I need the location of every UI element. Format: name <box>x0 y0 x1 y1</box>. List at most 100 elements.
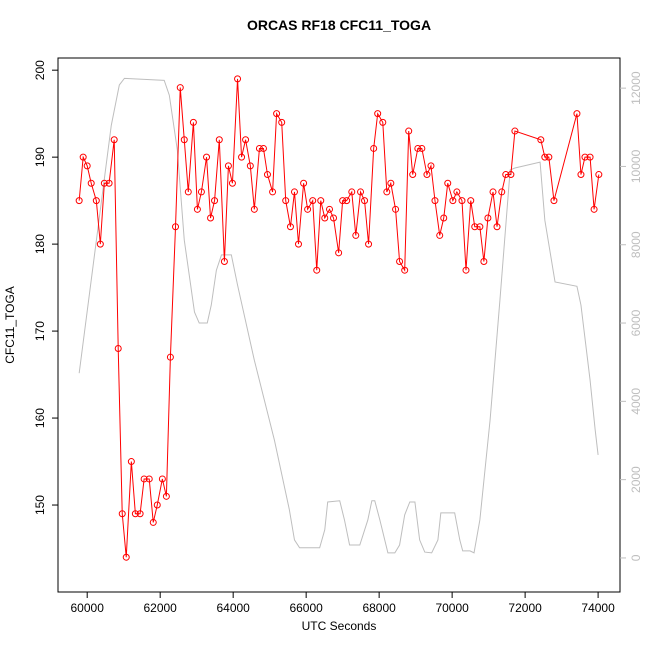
data-point <box>269 188 277 196</box>
data-point <box>96 240 104 248</box>
data-point <box>166 353 174 361</box>
data-point <box>449 197 457 205</box>
data-point <box>444 179 452 187</box>
data-point <box>493 223 501 231</box>
series-line <box>78 78 600 558</box>
data-point <box>387 179 395 187</box>
data-point <box>335 249 343 257</box>
data-point <box>145 475 153 483</box>
data-point <box>197 188 205 196</box>
data-point <box>259 144 267 152</box>
data-point <box>79 153 87 161</box>
data-point <box>537 136 545 144</box>
data-point <box>573 110 581 118</box>
data-point <box>250 205 258 213</box>
data-point <box>489 188 497 196</box>
data-point <box>300 179 308 187</box>
y2-tick-label: 6000 <box>629 309 643 336</box>
data-point <box>172 223 180 231</box>
data-point <box>317 197 325 205</box>
data-point <box>511 127 519 135</box>
data-point <box>484 214 492 222</box>
data-point <box>162 492 170 500</box>
data-point <box>180 136 188 144</box>
y-tick-label: 150 <box>33 495 47 515</box>
data-point <box>278 118 286 126</box>
data-point <box>203 153 211 161</box>
data-point <box>467 197 475 205</box>
data-point <box>321 214 329 222</box>
data-point <box>255 144 263 152</box>
data-point <box>189 118 197 126</box>
data-point <box>577 171 585 179</box>
y-tick-label: 160 <box>33 408 47 428</box>
data-point <box>541 153 549 161</box>
data-point <box>149 518 157 526</box>
data-point <box>184 188 192 196</box>
y2-tick-label: 0 <box>629 554 643 561</box>
data-point <box>220 258 228 266</box>
data-point <box>110 136 118 144</box>
y2-tick-label: 12000 <box>629 71 643 105</box>
data-point <box>193 205 201 213</box>
data-point <box>294 240 302 248</box>
data-point <box>207 214 215 222</box>
data-point <box>431 197 439 205</box>
data-point <box>131 510 139 518</box>
data-point <box>550 197 558 205</box>
data-point <box>343 197 351 205</box>
data-point <box>228 179 236 187</box>
data-point <box>418 144 426 152</box>
data-point <box>462 266 470 274</box>
data-point <box>75 197 83 205</box>
x-tick-label: 60000 <box>71 601 105 615</box>
data-point <box>114 344 122 352</box>
series-line <box>78 77 599 554</box>
data-point <box>127 458 135 466</box>
data-point <box>273 110 281 118</box>
data-point <box>480 258 488 266</box>
data-point <box>176 84 184 92</box>
data-point <box>427 162 435 170</box>
data-point <box>309 197 317 205</box>
data-point <box>379 118 387 126</box>
data-point <box>357 188 365 196</box>
x-tick-label: 64000 <box>216 601 250 615</box>
chart-title: ORCAS RF18 CFC11_TOGA <box>247 17 431 33</box>
data-point <box>158 475 166 483</box>
data-point <box>92 197 100 205</box>
data-point <box>105 179 113 187</box>
x-tick-label: 62000 <box>143 601 177 615</box>
data-point <box>83 162 91 170</box>
data-point <box>414 144 422 152</box>
data-point <box>348 188 356 196</box>
y2-tick-label: 4000 <box>629 388 643 415</box>
data-point <box>326 205 334 213</box>
data-point <box>374 110 382 118</box>
data-point <box>590 205 598 213</box>
x-tick-label: 68000 <box>362 601 396 615</box>
data-point <box>383 188 391 196</box>
data-point <box>361 197 369 205</box>
data-point <box>440 214 448 222</box>
data-point <box>290 188 298 196</box>
data-point <box>365 240 373 248</box>
data-point <box>100 179 108 187</box>
y-tick-label: 180 <box>33 234 47 254</box>
y-tick-label: 200 <box>33 60 47 80</box>
x-tick-label: 70000 <box>435 601 469 615</box>
data-point <box>234 75 242 83</box>
data-point <box>502 171 510 179</box>
x-tick-label: 66000 <box>289 601 323 615</box>
data-point <box>498 188 506 196</box>
data-point <box>153 501 161 509</box>
data-point <box>423 171 431 179</box>
data-point <box>581 153 589 161</box>
data-point <box>405 127 413 135</box>
y-tick-label: 170 <box>33 321 47 341</box>
data-point <box>122 553 130 561</box>
data-point <box>238 153 246 161</box>
x-tick-label: 74000 <box>581 601 615 615</box>
data-point <box>370 144 378 152</box>
